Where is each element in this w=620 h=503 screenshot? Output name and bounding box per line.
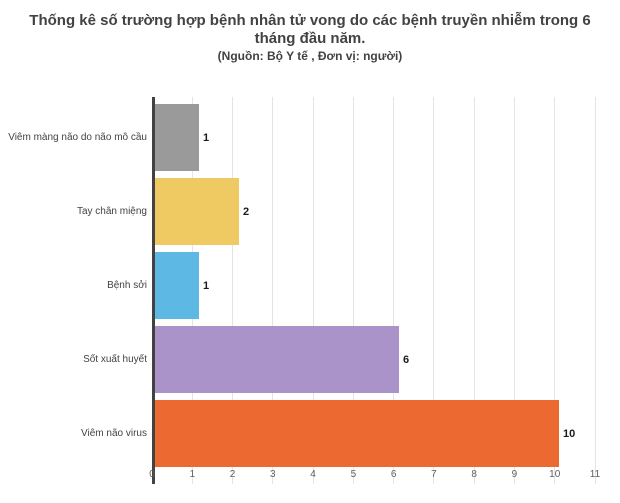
x-axis-ticks: 0 1 2 3 4 5 6 7 8 9 10 11: [149, 469, 600, 485]
chart-title: Thống kê số trường hợp bệnh nhân tử vong…: [29, 12, 591, 47]
category-label: Viêm màng não do não mô cầu: [8, 131, 147, 143]
x-tick-label: 1: [189, 469, 196, 480]
chart-row: Sốt xuất huyết 6: [0, 319, 595, 393]
x-tick-label: 0: [149, 469, 155, 480]
gridline-x-5: [352, 97, 354, 484]
gridline-x-8: [473, 97, 475, 484]
bar-track: 2: [155, 178, 595, 245]
gridline-x-9: [513, 97, 515, 484]
y-axis-line: [152, 97, 155, 484]
bar-value-label: 1: [203, 131, 210, 144]
x-tick-label: 9: [511, 469, 518, 480]
bar-value-label: 6: [403, 353, 410, 366]
bar-track: 1: [155, 252, 595, 319]
x-tick-label: 6: [390, 469, 397, 480]
chart-bar[interactable]: 1: [155, 252, 209, 319]
bar-rows-layer: Viêm màng não do não mô cầu 1 Tay chân miệ…: [0, 97, 595, 467]
x-tick-label: 10: [549, 469, 561, 480]
chart-bar[interactable]: 2: [155, 178, 249, 245]
chart-row: Tay chân miệng 2: [0, 171, 595, 245]
chart-row: Viêm màng não do não mô cầu 1: [0, 97, 595, 171]
gridline-x-3: [272, 97, 274, 484]
x-tick-label: 11: [589, 469, 601, 480]
x-tick-label: 7: [431, 469, 437, 480]
x-tick-label: 8: [471, 469, 477, 480]
gridline-x-7: [433, 97, 435, 484]
gridline-x-10: [554, 97, 556, 484]
gridline-x-2: [232, 97, 234, 484]
x-tick-label: 2: [229, 469, 236, 480]
x-tick-label: 3: [270, 469, 276, 480]
bar-value-label: 1: [203, 279, 210, 292]
bar-track: 6: [155, 326, 595, 393]
x-tick-label: 5: [350, 469, 357, 480]
category-label: Tay chân miệng: [76, 205, 147, 217]
category-label: Bệnh sởi: [107, 279, 147, 291]
chart-row: Viêm não virus 10: [0, 393, 595, 467]
bar-chart: Viêm màng não do não mô cầu 1 Tay chân miệ…: [0, 90, 620, 503]
chart-bar[interactable]: 10: [155, 400, 575, 467]
category-label: Sốt xuất huyết: [83, 353, 147, 365]
gridline-x-4: [312, 97, 314, 484]
bar-track: 1: [155, 104, 595, 171]
gridline-x-11: [594, 97, 596, 484]
bar-value-label: 10: [563, 427, 576, 440]
category-label: Viêm não virus: [81, 427, 147, 439]
chart-bar[interactable]: 1: [155, 104, 209, 171]
chart-header: Thống kê số trường hợp bệnh nhân tử vong…: [0, 0, 620, 64]
bar-value-label: 2: [243, 205, 250, 218]
bar-track: 10: [155, 400, 595, 467]
x-tick-label: 4: [310, 469, 316, 480]
chart-bar[interactable]: 6: [155, 326, 409, 393]
chart-row: Bệnh sởi 1: [0, 245, 595, 319]
gridline-x-6: [393, 97, 395, 484]
chart-subtitle: (Nguồn: Bộ Y tế , Đơn vị: người): [217, 49, 403, 63]
